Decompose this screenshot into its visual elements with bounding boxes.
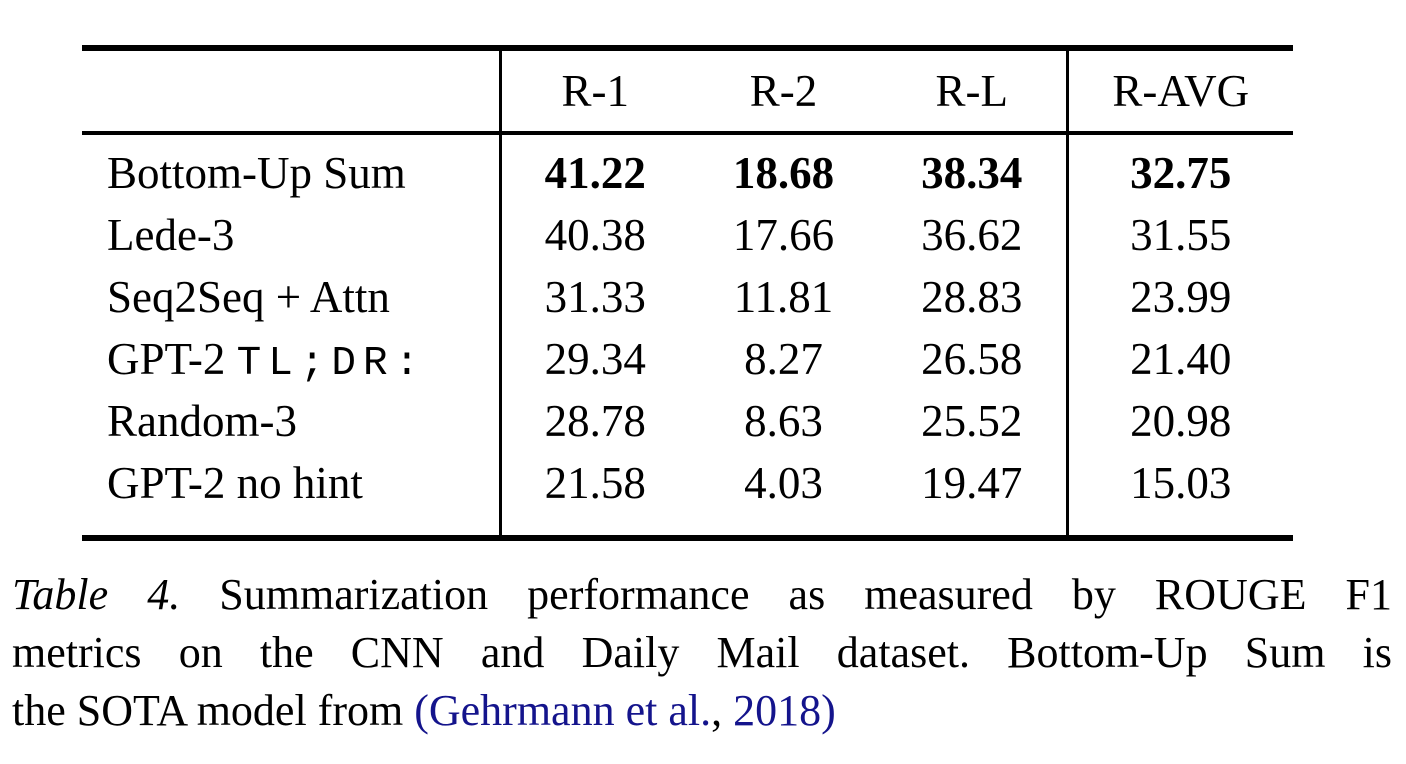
caption-text: the SOTA model from xyxy=(12,686,415,735)
cell-rl: 19.47 xyxy=(921,458,1023,508)
cell-ravg: 31.55 xyxy=(1065,207,1293,269)
row-label-text: Lede-3 xyxy=(107,210,235,260)
cell-ravg: 20.98 xyxy=(1065,393,1293,455)
row-label-text: Bottom-Up Sum xyxy=(107,148,406,198)
cell-rl: 28.83 xyxy=(921,272,1023,322)
citation-separator: , xyxy=(711,686,734,735)
cell-r1: 28.78 xyxy=(498,393,689,455)
results-table: R-1 R-2 R-L R-AVG Bottom-Up Sum 41.22 18… xyxy=(82,45,1293,541)
table-row: GPT-2 TL;DR: 29.34 8.27 26.58 21.40 xyxy=(82,331,1293,393)
caption-table-number: Table 4. xyxy=(12,570,181,619)
caption-text: metrics on the CNN and Daily Mail datase… xyxy=(12,628,1392,677)
caption-line-2: metrics on the CNN and Daily Mail datase… xyxy=(12,624,1392,682)
caption-line-3: the SOTA model from (Gehrmann et al., 20… xyxy=(12,682,1392,740)
row-label: GPT-2 TL;DR: xyxy=(82,331,500,393)
row-label: Random-3 xyxy=(82,393,500,455)
table-row: GPT-2 no hint 21.58 4.03 19.47 15.03 xyxy=(82,455,1293,538)
table-row: Random-3 28.78 8.63 25.52 20.98 xyxy=(82,393,1293,455)
caption-text: Summarization performance as measured by… xyxy=(180,570,1392,619)
cell-r1: 41.22 xyxy=(498,133,689,207)
row-label-mono: TL;DR: xyxy=(236,341,427,387)
cell-ravg: 23.99 xyxy=(1065,269,1293,331)
caption-line-1: Table 4. Summarization performance as me… xyxy=(12,566,1392,624)
column-header-r1: R-1 xyxy=(498,48,689,135)
row-label: GPT-2 no hint xyxy=(82,455,500,538)
cell-r2: 18.68 xyxy=(732,148,835,198)
row-label-text: GPT-2 xyxy=(107,334,237,384)
results-table-figure: R-1 R-2 R-L R-AVG Bottom-Up Sum 41.22 18… xyxy=(82,45,1293,541)
cell-rl: 26.58 xyxy=(921,334,1023,384)
column-header-rl: R-L xyxy=(878,48,1067,135)
cell-rl: 25.52 xyxy=(921,396,1023,446)
cell-r2: 17.66 xyxy=(732,210,835,260)
table-row: Lede-3 40.38 17.66 36.62 31.55 xyxy=(82,207,1293,269)
row-label: Seq2Seq + Attn xyxy=(82,269,500,331)
header-row: R-1 R-2 R-L R-AVG xyxy=(82,48,1293,135)
cell-ravg: 15.03 xyxy=(1065,455,1293,538)
cell-rl: 36.62 xyxy=(921,210,1023,260)
cell-r2: 8.27 xyxy=(744,334,823,384)
row-label-text: GPT-2 no hint xyxy=(107,458,363,508)
cell-r1: 21.58 xyxy=(498,455,689,538)
citation-link-author[interactable]: (Gehrmann et al. xyxy=(414,686,712,735)
cell-r1: 31.33 xyxy=(498,269,689,331)
column-header-blank xyxy=(82,48,500,135)
cell-r2: 8.63 xyxy=(744,396,823,446)
cell-r2: 4.03 xyxy=(744,458,823,508)
cell-r1: 40.38 xyxy=(498,207,689,269)
cell-ravg: 32.75 xyxy=(1065,133,1293,207)
row-label-text: Seq2Seq + Attn xyxy=(107,272,390,322)
table-row: Seq2Seq + Attn 31.33 11.81 28.83 23.99 xyxy=(82,269,1293,331)
column-header-r2: R-2 xyxy=(689,48,878,135)
row-label: Bottom-Up Sum xyxy=(82,133,500,207)
cell-ravg: 21.40 xyxy=(1065,331,1293,393)
cell-r1: 29.34 xyxy=(498,331,689,393)
row-label: Lede-3 xyxy=(82,207,500,269)
table-caption: Table 4. Summarization performance as me… xyxy=(12,566,1392,740)
cell-r2: 11.81 xyxy=(733,272,834,322)
table-row: Bottom-Up Sum 41.22 18.68 38.34 32.75 xyxy=(82,133,1293,207)
citation-link-year[interactable]: 2018) xyxy=(733,686,836,735)
row-label-text: Random-3 xyxy=(107,396,297,446)
column-header-ravg: R-AVG xyxy=(1065,48,1293,135)
cell-rl: 38.34 xyxy=(921,148,1023,198)
